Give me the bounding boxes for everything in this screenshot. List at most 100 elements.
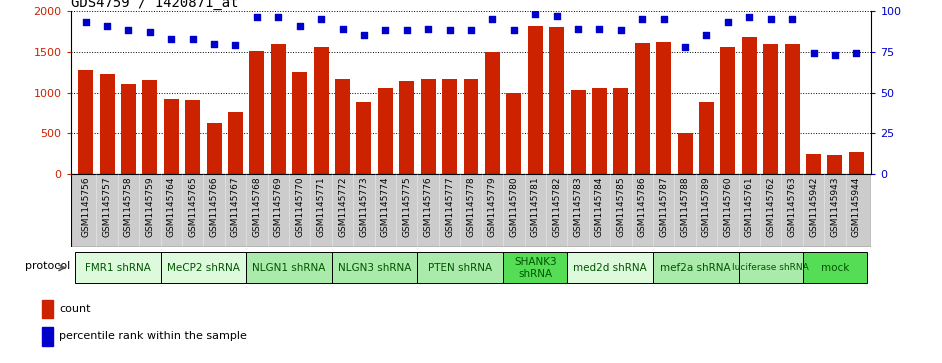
Point <box>763 16 778 22</box>
Point <box>378 28 393 33</box>
Bar <box>785 44 800 174</box>
Point <box>100 23 115 29</box>
Point <box>228 42 243 48</box>
Point <box>677 44 692 50</box>
Point <box>827 52 842 58</box>
Text: GSM1145781: GSM1145781 <box>530 176 540 237</box>
Text: GSM1145759: GSM1145759 <box>145 176 154 237</box>
Point <box>721 19 736 25</box>
Text: GSM1145772: GSM1145772 <box>338 176 347 237</box>
Text: GSM1145943: GSM1145943 <box>831 176 839 237</box>
Bar <box>250 51 265 174</box>
Text: GSM1145779: GSM1145779 <box>488 176 497 237</box>
Bar <box>160 252 246 283</box>
Text: GSM1145756: GSM1145756 <box>81 176 90 237</box>
Bar <box>121 83 136 174</box>
Point <box>592 26 607 32</box>
Text: GSM1145784: GSM1145784 <box>595 176 604 237</box>
Bar <box>42 327 53 346</box>
Bar <box>827 155 842 174</box>
Text: GSM1145765: GSM1145765 <box>188 176 197 237</box>
Text: GSM1145780: GSM1145780 <box>510 176 518 237</box>
Text: GSM1145775: GSM1145775 <box>402 176 412 237</box>
Text: SHANK3
shRNA: SHANK3 shRNA <box>514 257 557 278</box>
Bar <box>270 44 285 174</box>
Bar <box>417 252 503 283</box>
Bar <box>739 252 803 283</box>
Point <box>485 16 500 22</box>
Bar <box>292 72 307 174</box>
Point <box>335 26 350 32</box>
Text: protocol: protocol <box>24 261 70 271</box>
Text: GSM1145787: GSM1145787 <box>659 176 668 237</box>
Bar <box>356 102 371 174</box>
Bar <box>635 43 650 174</box>
Point <box>399 28 414 33</box>
Text: GDS4759 / 1420871_at: GDS4759 / 1420871_at <box>71 0 238 10</box>
Text: GSM1145764: GSM1145764 <box>167 176 176 237</box>
Text: GSM1145757: GSM1145757 <box>103 176 111 237</box>
Bar <box>592 89 607 174</box>
Point <box>206 41 221 46</box>
Text: GSM1145768: GSM1145768 <box>252 176 262 237</box>
Text: GSM1145783: GSM1145783 <box>574 176 582 237</box>
Point <box>250 15 265 20</box>
Text: PTEN shRNA: PTEN shRNA <box>429 263 493 273</box>
Point <box>613 28 628 33</box>
Text: NLGN3 shRNA: NLGN3 shRNA <box>338 263 412 273</box>
Text: GSM1145785: GSM1145785 <box>616 176 625 237</box>
Bar <box>503 252 567 283</box>
Text: GSM1145774: GSM1145774 <box>381 176 390 237</box>
Text: GSM1145771: GSM1145771 <box>317 176 326 237</box>
Text: GSM1145942: GSM1145942 <box>809 176 818 237</box>
Text: GSM1145760: GSM1145760 <box>723 176 733 237</box>
Text: mef2a shRNA: mef2a shRNA <box>660 263 731 273</box>
Point <box>142 29 157 35</box>
Bar <box>186 100 200 174</box>
Bar <box>206 123 221 174</box>
Bar <box>378 89 393 174</box>
Bar <box>332 252 417 283</box>
Bar <box>699 102 714 174</box>
Point <box>186 36 201 41</box>
Bar <box>142 80 157 174</box>
Bar <box>314 47 329 174</box>
Point <box>442 28 457 33</box>
Point <box>506 28 521 33</box>
Text: GSM1145758: GSM1145758 <box>124 176 133 237</box>
Bar <box>442 79 457 174</box>
Bar <box>399 81 414 174</box>
Bar <box>506 93 521 174</box>
Bar <box>763 44 778 174</box>
Text: GSM1145766: GSM1145766 <box>209 176 219 237</box>
Point <box>571 26 586 32</box>
Point <box>421 26 436 32</box>
Bar <box>485 52 500 174</box>
Point <box>549 13 564 19</box>
Bar <box>613 89 628 174</box>
Text: GSM1145777: GSM1145777 <box>445 176 454 237</box>
Text: GSM1145789: GSM1145789 <box>702 176 711 237</box>
Text: GSM1145786: GSM1145786 <box>638 176 647 237</box>
Point <box>528 11 543 17</box>
Point <box>657 16 672 22</box>
Text: GSM1145763: GSM1145763 <box>788 176 797 237</box>
Point <box>164 36 179 41</box>
Point <box>121 28 136 33</box>
Text: mock: mock <box>820 263 849 273</box>
Text: luciferase shRNA: luciferase shRNA <box>732 263 809 272</box>
Bar <box>463 79 479 174</box>
Text: GSM1145773: GSM1145773 <box>360 176 368 237</box>
Bar <box>849 152 864 174</box>
Text: GSM1145776: GSM1145776 <box>424 176 432 237</box>
Bar <box>78 70 93 174</box>
Text: GSM1145778: GSM1145778 <box>466 176 476 237</box>
Bar <box>164 99 179 174</box>
Bar <box>75 252 160 283</box>
Bar <box>549 27 564 174</box>
Bar <box>741 37 756 174</box>
Point <box>463 28 479 33</box>
Point <box>741 15 756 20</box>
Point <box>699 32 714 38</box>
Bar <box>803 252 867 283</box>
